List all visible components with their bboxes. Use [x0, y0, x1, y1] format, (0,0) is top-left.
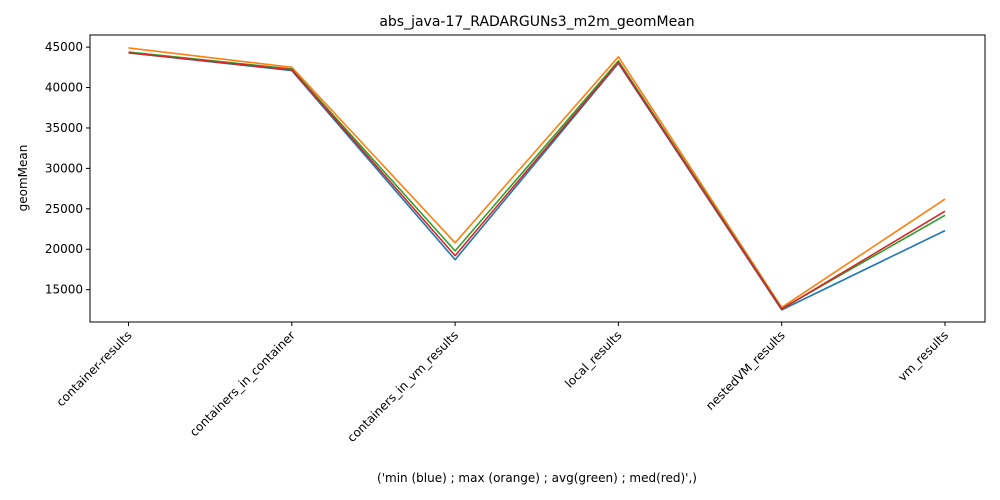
y-tick-label: 35000	[45, 121, 83, 135]
y-tick-label: 40000	[45, 81, 83, 95]
x-tick-label: vm_results	[895, 328, 951, 384]
y-axis: 15000 20000 25000 30000 35000 40000 45000	[45, 40, 90, 297]
y-tick-label: 20000	[45, 242, 83, 256]
series-line-0	[128, 52, 946, 311]
y-tick-label: 25000	[45, 202, 83, 216]
plot-area	[89, 34, 986, 323]
y-axis-label: geomMean	[16, 145, 30, 212]
series-line-2	[128, 51, 946, 310]
x-axis: container-results containers_in_container…	[54, 322, 951, 445]
x-tick-label: container-results	[54, 328, 135, 409]
y-tick-label: 15000	[45, 283, 83, 297]
series-line-3	[128, 52, 946, 310]
x-tick-label: containers_in_container	[187, 328, 298, 439]
series-line-1	[128, 47, 946, 309]
x-tick-label: nestedVM_results	[703, 328, 788, 413]
chart-title: abs_java-17_RADARGUNs3_m2m_geomMean	[379, 14, 694, 30]
x-axis-label: ('min (blue) ; max (orange) ; avg(green)…	[377, 471, 697, 485]
x-tick-label: containers_in_vm_results	[345, 328, 462, 445]
series-layer	[128, 47, 946, 311]
y-tick-label: 45000	[45, 40, 83, 54]
x-tick-label: local_results	[562, 328, 624, 390]
y-tick-label: 30000	[45, 161, 83, 175]
